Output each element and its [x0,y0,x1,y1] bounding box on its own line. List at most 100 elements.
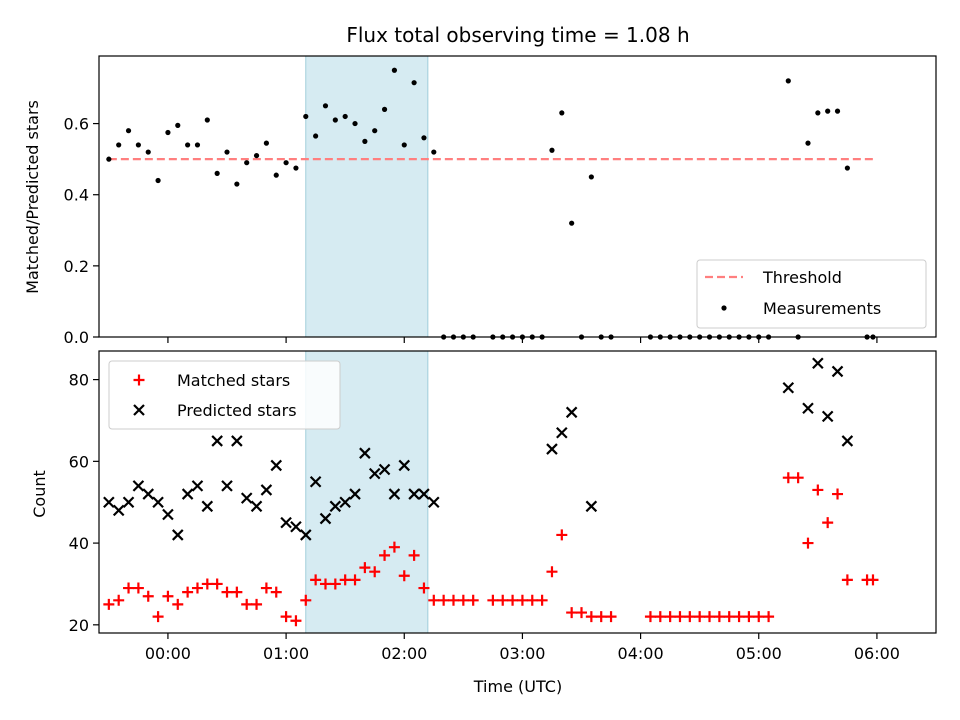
matched-star-point [497,594,509,606]
measurement-point [421,135,427,141]
measurement-point [135,142,141,148]
measurement-point [352,120,358,127]
measurement-point [204,117,210,123]
top-y-tick-label: 0.6 [64,115,89,134]
measurement-point [244,160,250,166]
predicted-star-point [290,520,302,533]
measurement-point [194,142,201,148]
bottom-x-tick-label: 04:00 [618,644,664,663]
matched-star-point [822,517,834,529]
matched-star-point [733,611,745,623]
bottom-legend-box [108,360,341,430]
matched-star-point [867,574,879,586]
measurement-point [125,128,132,134]
predicted-star-point [231,435,243,447]
predicted-star-point [112,504,125,517]
matched-star-point [201,578,213,590]
matched-star-point [457,594,469,606]
matched-star-point [300,594,312,606]
matched-star-point [694,611,706,623]
bottom-x-tick-label: 06:00 [854,644,900,663]
matched-star-point [841,574,853,586]
matched-star-point [595,611,607,623]
legend-matched-label: Matched stars [177,371,290,390]
predicted-star-point [211,435,223,447]
measurement-point [332,117,338,123]
matched-star-point [290,615,302,627]
measurement-point [234,181,240,187]
measurement-point [391,67,398,73]
matched-star-point [832,488,844,500]
measurement-point [401,142,407,148]
measurement-point [411,80,417,86]
matched-star-point [644,611,656,623]
matched-star-point [753,611,765,623]
measurement-point [116,142,122,148]
matched-star-point [339,574,351,586]
matched-star-point [142,590,154,602]
legend-measurements-label: Measurements [763,299,881,318]
bottom-y-tick-label: 80 [69,371,89,390]
predicted-star-point [428,496,440,508]
matched-star-point [113,594,125,606]
predicted-star-point [368,467,381,480]
measurement-point [588,174,594,180]
measurement-point [825,108,831,114]
matched-star-point [132,582,144,594]
measurement-point [342,113,348,120]
top-axes-frame [98,55,937,338]
measurement-point [844,165,850,171]
predicted-star-point [319,512,332,525]
bottom-y-tick-label: 20 [69,616,89,635]
matched-star-point [467,594,479,606]
matched-star-point [369,566,381,578]
predicted-star-point [408,488,420,500]
measurement-point [165,129,171,136]
matched-star-point [507,594,519,606]
predicted-star-point [240,492,253,504]
predicted-star-point [162,508,174,521]
predicted-star-point [388,488,401,500]
predicted-star-point [398,459,411,472]
measurement-point [805,140,811,146]
matched-star-point [605,611,617,623]
predicted-star-point [349,488,361,500]
bottom-y-tick-label: 40 [69,534,89,553]
predicted-star-point [546,443,558,455]
matched-star-point [319,578,331,590]
predicted-star-point [280,516,292,529]
top-panel: 0.0 0.2 0.4 0.6 Threshold Measurements [64,55,937,347]
measurement-point [549,147,555,153]
matched-star-point [329,578,341,590]
predicted-star-point [782,382,795,394]
predicted-star-point [191,480,204,492]
top-y-tick-label: 0.0 [64,328,89,347]
top-shaded-interval [305,55,429,338]
matched-star-point [251,598,263,610]
matched-star-point [152,611,164,623]
measurement-point [175,122,181,128]
measurement-point [106,156,112,162]
top-y-tick-label: 0.4 [64,186,89,205]
predicted-star-point [250,500,263,513]
matched-star-point [743,611,755,623]
matched-star-point [241,598,253,610]
matched-star-point [654,611,666,623]
matched-star-point [172,598,184,610]
measurement-point [785,78,791,84]
matched-star-point [388,541,400,553]
matched-star-point [526,594,538,606]
predicted-star-point [132,480,145,492]
bottom-y-tick-label: 60 [69,452,89,471]
matched-star-point [191,582,203,594]
matched-star-point [438,594,450,606]
predicted-star-point [103,496,115,508]
predicted-star-point [565,406,578,419]
predicted-star-point [329,500,342,513]
measurement-point [293,165,299,171]
predicted-star-point [300,529,312,541]
bottom-x-tick-label: 01:00 [263,644,309,663]
measurement-point [253,152,260,159]
matched-star-point [546,566,558,578]
